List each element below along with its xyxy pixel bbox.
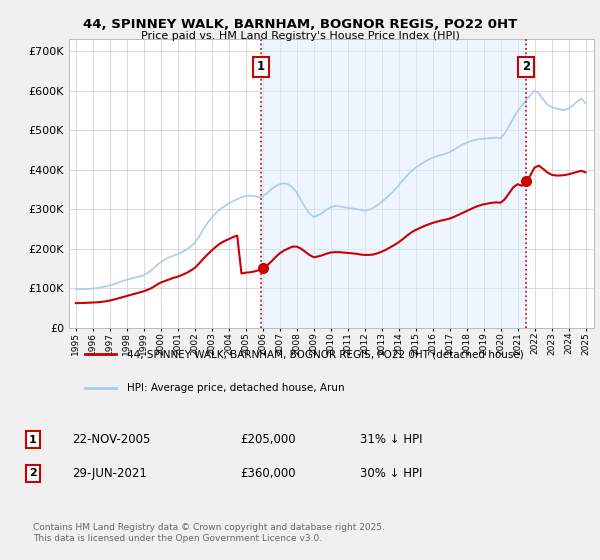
Text: 44, SPINNEY WALK, BARNHAM, BOGNOR REGIS, PO22 0HT: 44, SPINNEY WALK, BARNHAM, BOGNOR REGIS,… [83, 18, 517, 31]
Text: 30% ↓ HPI: 30% ↓ HPI [360, 466, 422, 480]
Text: Contains HM Land Registry data © Crown copyright and database right 2025.
This d: Contains HM Land Registry data © Crown c… [33, 524, 385, 543]
Text: £360,000: £360,000 [240, 466, 296, 480]
Text: 44, SPINNEY WALK, BARNHAM, BOGNOR REGIS, PO22 0HT (detached house): 44, SPINNEY WALK, BARNHAM, BOGNOR REGIS,… [127, 349, 523, 360]
Text: 29-JUN-2021: 29-JUN-2021 [72, 466, 147, 480]
Bar [261, 39, 526, 328]
Text: 2: 2 [29, 468, 37, 478]
Text: 1: 1 [257, 60, 265, 73]
Text: 1: 1 [29, 435, 37, 445]
Text: £205,000: £205,000 [240, 433, 296, 446]
Text: HPI: Average price, detached house, Arun: HPI: Average price, detached house, Arun [127, 382, 344, 393]
Text: 2: 2 [522, 60, 530, 73]
Text: Price paid vs. HM Land Registry's House Price Index (HPI): Price paid vs. HM Land Registry's House … [140, 31, 460, 41]
Text: 31% ↓ HPI: 31% ↓ HPI [360, 433, 422, 446]
Text: 22-NOV-2005: 22-NOV-2005 [72, 433, 151, 446]
